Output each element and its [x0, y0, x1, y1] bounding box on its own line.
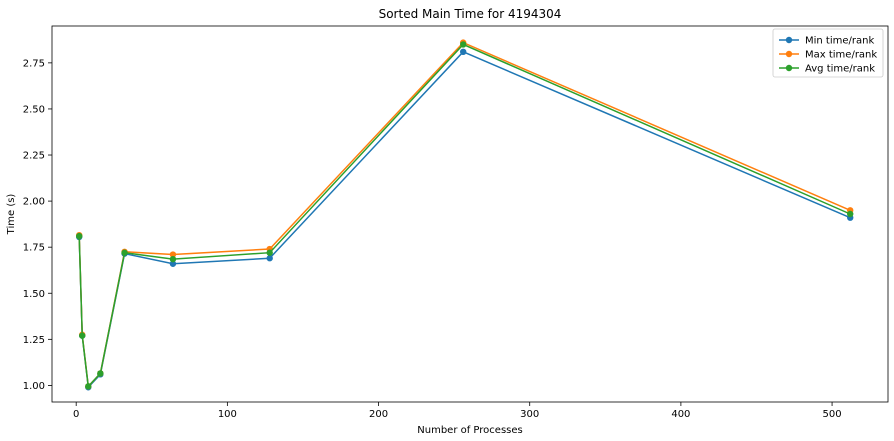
data-point — [97, 370, 104, 377]
x-tick-label: 500 — [823, 409, 842, 420]
data-point — [121, 249, 128, 256]
data-point — [459, 48, 467, 56]
axis-ticks: 0 100 200 300 400 500 1.00 1.25 1.50 1.75 2.00 2.25… — [23, 58, 842, 420]
legend-swatch-marker — [785, 64, 793, 72]
legend-box — [772, 28, 884, 78]
x-axis-label: Number of Processes — [417, 425, 522, 436]
x-tick-label: 300 — [520, 409, 539, 420]
y-tick-label: 1.75 — [23, 243, 45, 254]
legend-label: Max time/rank — [805, 50, 877, 61]
series-line — [78, 41, 851, 389]
data-point — [79, 332, 86, 339]
y-tick-label: 2.50 — [23, 104, 45, 115]
data-point — [169, 260, 177, 267]
series-line — [78, 43, 851, 389]
x-tick-label: 100 — [218, 409, 237, 420]
data-point — [847, 210, 854, 218]
x-tick-label: 200 — [369, 409, 388, 420]
data-point — [169, 255, 177, 263]
y-tick-label: 2.75 — [23, 58, 45, 69]
legend-label: Avg time/rank — [805, 64, 875, 75]
data-point — [459, 41, 467, 48]
legend-label: Min time/rank — [805, 36, 874, 47]
plot-frame — [51, 25, 889, 403]
series-3 — [76, 41, 854, 390]
data-point — [85, 383, 92, 390]
y-axis-label: Time (s) — [6, 194, 17, 236]
series-layer — [76, 39, 854, 391]
y-tick-label: 2.25 — [23, 151, 45, 162]
legend: Min time/rank Max time/rank Avg time/rank — [772, 28, 884, 78]
legend-swatch-marker — [785, 50, 793, 58]
data-point — [266, 255, 273, 262]
data-point — [266, 249, 273, 256]
series-2 — [76, 39, 854, 390]
y-tick-label: 1.50 — [23, 289, 45, 300]
x-tick-label: 0 — [73, 409, 79, 420]
x-tick-label: 400 — [671, 409, 690, 420]
y-tick-label: 1.25 — [23, 335, 45, 346]
chart-title: Sorted Main Time for 4194304 — [379, 7, 562, 21]
series-line — [78, 50, 851, 389]
data-point — [76, 232, 83, 240]
legend-swatch-marker — [785, 36, 793, 44]
series-1 — [76, 48, 854, 391]
y-tick-label: 1.00 — [23, 381, 45, 392]
y-tick-label: 2.00 — [23, 197, 45, 208]
data-point — [169, 251, 177, 258]
